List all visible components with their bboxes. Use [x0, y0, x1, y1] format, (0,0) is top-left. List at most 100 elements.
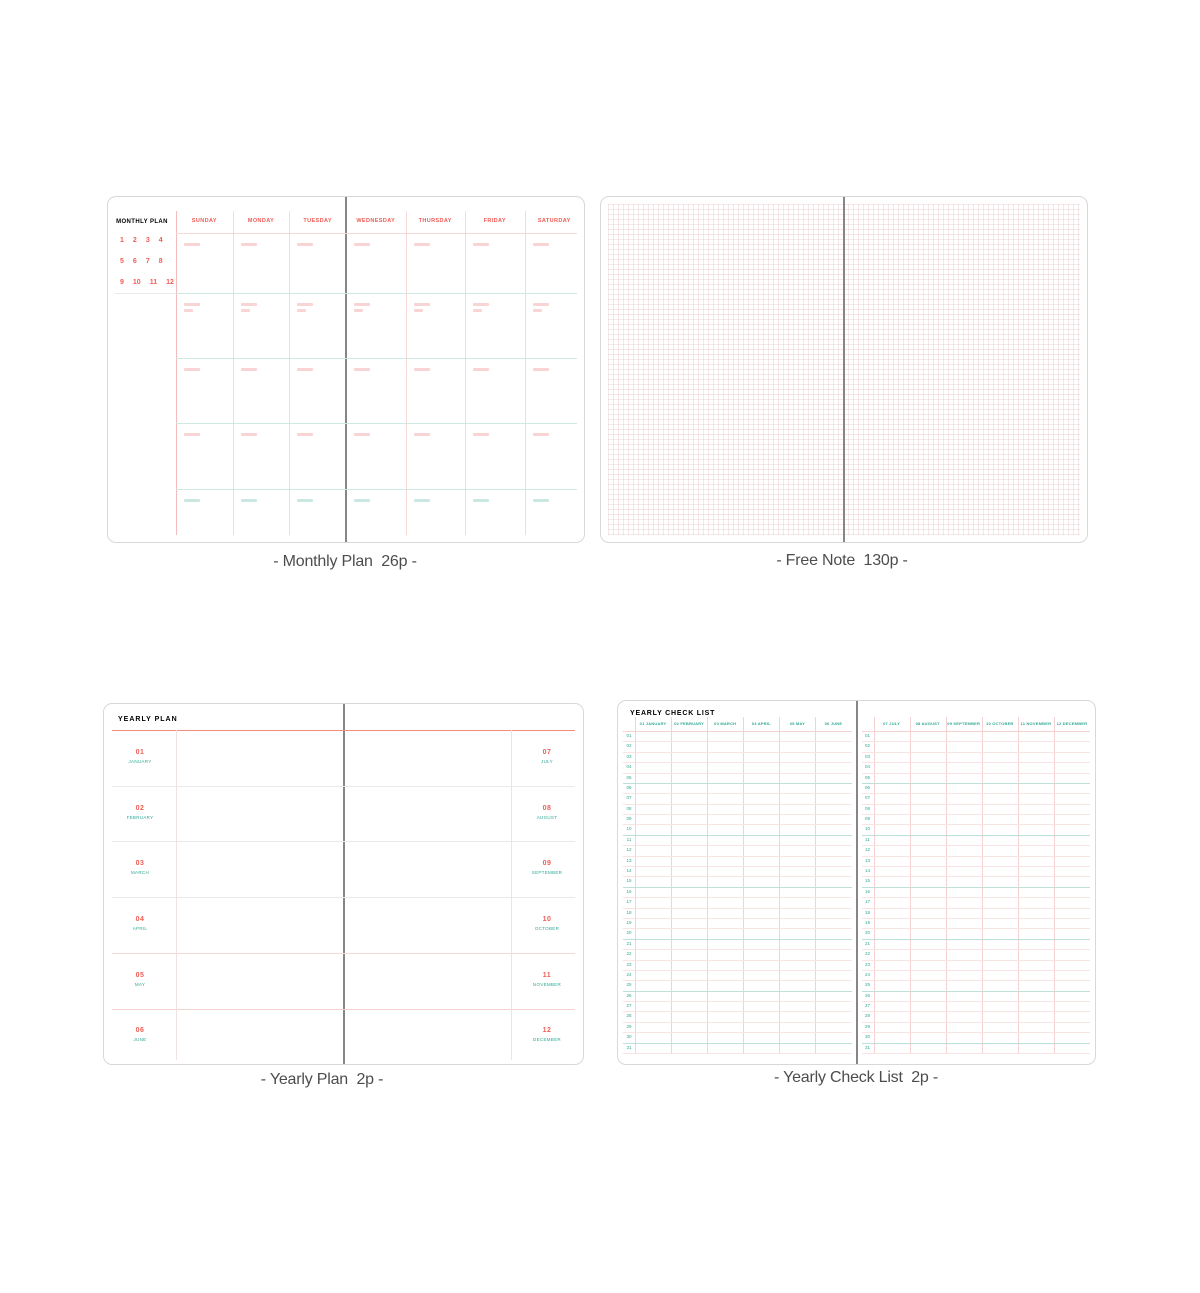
row-divider-line	[623, 866, 852, 868]
yearly-month-number: 12	[542, 1027, 552, 1035]
column-divider-line	[779, 717, 781, 1053]
date-placeholder-mark	[297, 499, 314, 502]
checklist-day-number: 05	[864, 774, 870, 780]
checklist-day-number: 28	[626, 1013, 632, 1019]
mini-calendar-number: 10	[132, 279, 141, 286]
row-divider-line	[623, 803, 852, 805]
checklist-day-number: 31	[864, 1044, 870, 1050]
checklist-day-number: 06	[626, 784, 632, 790]
title-underline	[112, 730, 575, 731]
checklist-day-number: 26	[864, 992, 870, 998]
row-divider-line	[623, 751, 852, 753]
row-divider-line	[623, 762, 852, 764]
yearly-month-number: 11	[542, 971, 552, 979]
row-divider-line	[861, 969, 1090, 971]
date-placeholder-mark	[473, 499, 489, 502]
free-note-spread	[600, 196, 1088, 543]
row-divider-line	[861, 876, 1090, 878]
mini-calendar-row: 5 6 7 8	[120, 258, 163, 265]
yearly-month-name: JULY	[541, 758, 553, 764]
row-divider-line	[623, 938, 852, 940]
checklist-day-number: 07	[626, 795, 632, 801]
header-underline	[623, 731, 852, 732]
mini-calendar-number: 2	[132, 237, 137, 244]
yearly-month-label: 05 MAY	[104, 972, 176, 987]
mini-calendar-number: 1	[120, 237, 124, 244]
date-placeholder-mark	[240, 368, 257, 371]
checklist-month-header: 07 JULY	[883, 721, 900, 726]
mini-calendar-number: 4	[158, 237, 163, 244]
date-placeholder-mark	[184, 368, 200, 371]
day-header: TUESDAY	[303, 218, 332, 224]
row-divider-line	[623, 949, 852, 951]
mini-calendar-row: 9 10 11 12	[120, 279, 174, 286]
date-placeholder-mark	[240, 433, 257, 436]
date-placeholder-mark	[184, 499, 200, 502]
checklist-day-number: 12	[626, 847, 632, 853]
column-divider-line	[405, 211, 407, 535]
yearly-month-label: 03 MARCH	[104, 860, 176, 875]
checklist-day-number: 22	[864, 951, 870, 957]
mini-calendar-number: 6	[132, 258, 137, 265]
yearly-plan-spread: YEARLY PLAN 01 JANUARY 02 FEBRUARY 03 MARCH 04…	[103, 703, 584, 1065]
row-divider-line	[623, 980, 852, 982]
row-divider-line	[623, 1011, 852, 1013]
row-divider-line	[623, 897, 852, 899]
checklist-day-number: 06	[864, 784, 870, 790]
row-divider-line	[623, 1042, 852, 1044]
row-divider-line	[623, 907, 852, 909]
yearly-month-label: 12 DECEMBER	[511, 1027, 583, 1042]
checklist-day-number: 30	[626, 1034, 632, 1040]
yearly-month-label: 04 APRIL	[104, 916, 176, 931]
spread-spine	[342, 704, 345, 1064]
checklist-day-number: 04	[864, 764, 870, 770]
row-divider-line	[623, 959, 852, 961]
date-placeholder-mark	[473, 243, 489, 246]
checklist-day-number: 03	[626, 753, 632, 759]
row-divider-line	[623, 782, 852, 784]
column-divider-line	[945, 717, 947, 1053]
checklist-day-number: 18	[626, 909, 632, 915]
yearly-month-number: 01	[135, 748, 145, 756]
date-placeholder-mark	[354, 499, 370, 502]
row-divider-line	[861, 1001, 1090, 1003]
column-divider-line	[176, 211, 177, 535]
row-divider-line	[861, 834, 1090, 836]
yearly-month-name: MAY	[134, 981, 146, 987]
row-divider-line	[861, 938, 1090, 940]
checklist-day-number: 16	[626, 888, 632, 894]
column-divider-line	[465, 211, 466, 535]
yearly-month-name: AUGUST	[536, 814, 558, 820]
checklist-day-number: 04	[626, 764, 632, 770]
date-placeholder-mark	[413, 243, 430, 246]
row-divider-line	[861, 751, 1090, 753]
row-divider-line	[861, 917, 1090, 919]
yearly-month-name: JANUARY	[128, 758, 152, 764]
day-header: FRIDAY	[483, 218, 506, 224]
date-placeholder-mark	[184, 243, 200, 246]
date-placeholder-mark	[532, 243, 549, 246]
row-divider-line	[861, 907, 1090, 909]
spread-spine	[855, 701, 858, 1064]
row-divider-line	[861, 1053, 1090, 1054]
checklist-day-number: 24	[626, 971, 632, 977]
checklist-day-number: 08	[864, 805, 870, 811]
row-divider-line	[861, 814, 1090, 816]
row-divider-line	[115, 293, 176, 294]
monthly-plan-caption: - Monthly Plan 26p -	[273, 553, 417, 570]
row-divider-line	[623, 855, 852, 857]
row-divider-line	[623, 845, 852, 847]
checklist-day-number: 23	[626, 961, 632, 967]
column-divider-line	[511, 730, 512, 1060]
checklist-day-number: 02	[626, 743, 632, 749]
yearly-month-number: 04	[135, 915, 145, 923]
checklist-day-number: 21	[864, 940, 870, 946]
date-placeholder-mark	[413, 433, 430, 436]
yearly-month-name: DECEMBER	[533, 1037, 561, 1043]
column-divider-line	[232, 211, 234, 535]
row-divider-line	[623, 969, 852, 971]
yearly-checklist-title: YEARLY CHECK LIST	[630, 710, 716, 717]
row-divider-line	[623, 990, 852, 992]
checklist-day-number: 18	[864, 909, 870, 915]
